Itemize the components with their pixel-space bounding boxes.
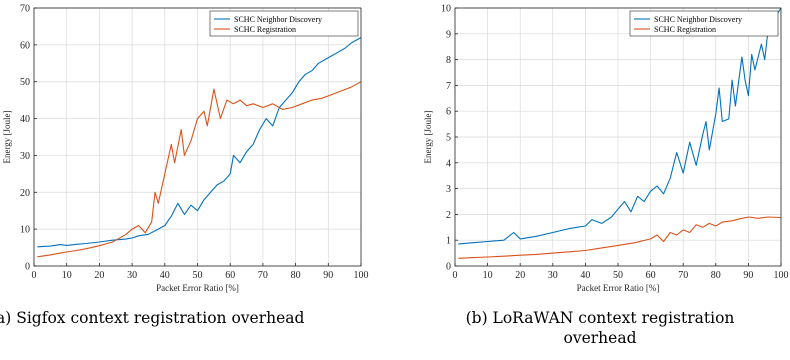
- series-line-neighbor-discovery: [458, 7, 782, 245]
- legend-box: [629, 10, 779, 37]
- x-tick-label: 40: [160, 270, 170, 281]
- x-tick-label: 80: [291, 270, 301, 281]
- x-tick-label: 10: [483, 270, 493, 281]
- series-line-registration: [37, 81, 362, 258]
- x-tick-label: 20: [515, 270, 525, 281]
- y-tick-label: 40: [20, 114, 30, 125]
- legend-label: SCHC Registration: [234, 25, 296, 34]
- y-tick-label: 30: [20, 151, 30, 162]
- y-tick-label: 0: [446, 262, 451, 273]
- x-tick-label: 50: [613, 270, 623, 281]
- y-tick-label: 6: [446, 107, 451, 118]
- x-tick-label: 60: [646, 270, 656, 281]
- caption-lorawan-line2: overhead: [563, 329, 637, 347]
- y-axis-label: Energy [Joule]: [2, 110, 12, 163]
- legend-box: [209, 10, 359, 37]
- caption-lorawan: (b) LoRaWAN context registration overhea…: [445, 308, 755, 348]
- y-tick-label: 8: [446, 55, 451, 66]
- x-tick-label: 40: [580, 270, 590, 281]
- y-tick-label: 2: [446, 210, 451, 221]
- y-tick-label: 3: [446, 184, 451, 195]
- x-axis-label: Packet Error Ratio [%]: [156, 283, 239, 293]
- x-tick-label: 30: [548, 270, 558, 281]
- x-axis-label: Packet Error Ratio [%]: [577, 283, 660, 293]
- x-tick-label: 0: [32, 270, 37, 281]
- series-line-registration: [458, 216, 782, 259]
- x-tick-label: 10: [62, 270, 72, 281]
- y-tick-label: 10: [441, 4, 451, 15]
- y-tick-label: 70: [20, 4, 30, 15]
- x-tick-label: 20: [94, 270, 104, 281]
- legend-label: SCHC Registration: [654, 25, 716, 34]
- series-line-neighbor-discovery: [37, 37, 362, 248]
- x-tick-label: 90: [743, 270, 753, 281]
- y-axis-label: Energy [Joule]: [423, 110, 433, 163]
- x-tick-label: 100: [354, 270, 369, 281]
- y-tick-label: 1: [446, 236, 451, 247]
- y-tick-label: 20: [20, 188, 30, 199]
- x-tick-label: 0: [453, 270, 458, 281]
- x-tick-label: 70: [258, 270, 268, 281]
- chart-lorawan: 0 10 20 30 40 50 60 70 80 90 100 0 1 2 3 4 5 6 7 8 9 10 Packet…: [423, 4, 789, 294]
- y-tick-label: 10: [20, 225, 30, 236]
- x-tick-label: 100: [774, 270, 789, 281]
- y-tick-label: 4: [446, 158, 451, 169]
- legend-label: SCHC Neighbor Discovery: [234, 15, 322, 24]
- caption-lorawan-line1: (b) LoRaWAN context registration: [465, 309, 735, 327]
- x-tick-label: 30: [127, 270, 137, 281]
- y-tick-label: 7: [446, 81, 451, 92]
- x-tick-label: 60: [225, 270, 235, 281]
- caption-sigfox: a) Sigfox context registration overhead: [0, 309, 305, 327]
- y-tick-label: 60: [20, 40, 30, 51]
- x-tick-label: 80: [711, 270, 721, 281]
- y-tick-label: 50: [20, 77, 30, 88]
- x-tick-label: 70: [678, 270, 688, 281]
- y-tick-label: 9: [446, 29, 451, 40]
- legend-label: SCHC Neighbor Discovery: [654, 15, 742, 24]
- chart-panel-lorawan: 0 10 20 30 40 50 60 70 80 90 100 0 1 2 3 4 5 6 7 8 9 10 Packet…: [395, 0, 790, 360]
- chart-panel-sigfox: 0 10 20 30 40 50 60 70 80 90 100 0 10 20 30 40 50 60 70 Pac…: [0, 4, 369, 328]
- y-tick-label: 0: [25, 262, 30, 273]
- chart-sigfox: 0 10 20 30 40 50 60 70 80 90 100 0 10 20 30 40 50 60 70 Pac…: [2, 4, 369, 294]
- x-tick-label: 50: [193, 270, 203, 281]
- y-tick-label: 5: [446, 133, 451, 144]
- x-tick-label: 90: [323, 270, 333, 281]
